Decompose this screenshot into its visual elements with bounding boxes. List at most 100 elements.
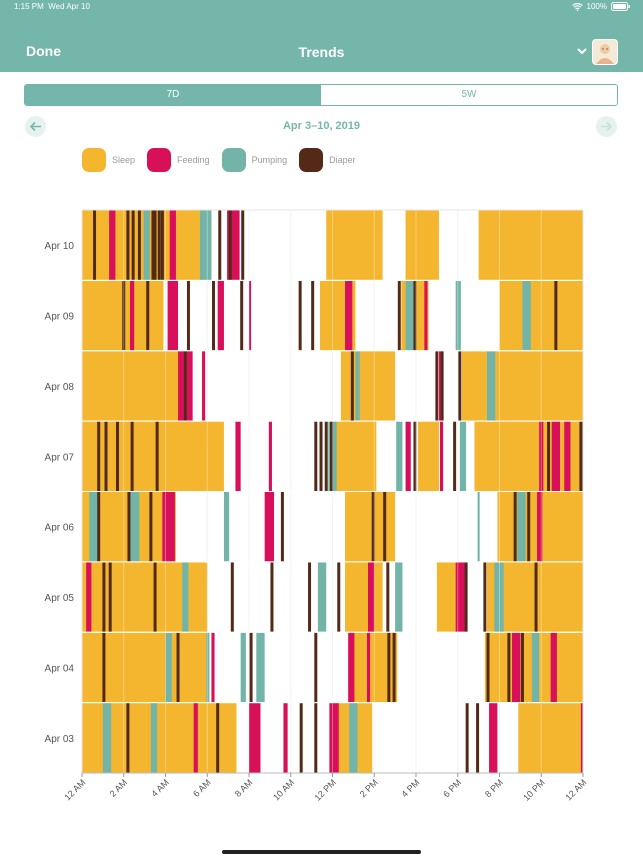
pumping-bar-2-1	[486, 351, 496, 421]
diaper-mark-4-4	[371, 492, 375, 562]
feeding-bar-1-5	[424, 280, 428, 351]
sleep-bar-4-1	[345, 492, 396, 562]
diaper-mark-5-5	[308, 562, 312, 632]
diaper-mark-4-0	[97, 492, 101, 562]
diaper-mark-1-8	[413, 280, 417, 351]
pumping-bar-4-2	[223, 492, 230, 562]
diaper-mark-1-6	[311, 280, 315, 351]
diaper-mark-5-0	[102, 562, 106, 632]
diaper-mark-1-2	[186, 280, 190, 351]
feeding-bar-6-1	[348, 632, 355, 703]
diaper-mark-0-1	[126, 210, 130, 280]
feeding-bar-6-4	[550, 632, 557, 703]
segment-5w[interactable]: 5W	[321, 85, 617, 105]
diaper-mark-0-3	[137, 210, 141, 280]
pumping-bar-0-0	[143, 210, 150, 280]
diaper-mark-1-5	[298, 280, 302, 351]
pumping-bar-1-0	[405, 280, 414, 351]
pumping-bar-6-3	[256, 632, 265, 703]
battery-icon	[611, 2, 630, 11]
row-label-2: Apr 08	[45, 382, 75, 393]
feeding-bar-1-2	[217, 280, 224, 351]
diaper-mark-4-1	[127, 492, 131, 562]
diaper-mark-0-7	[160, 210, 164, 280]
diaper-mark-2-0	[183, 351, 187, 421]
pumping-bar-1-2	[522, 280, 531, 351]
sleep-bar-6-0	[82, 632, 210, 703]
chevron-down-icon[interactable]	[575, 44, 589, 58]
feeding-bar-7-2	[283, 703, 288, 773]
diaper-mark-1-0	[122, 280, 126, 351]
x-tick-label-3: 6 AM	[191, 777, 213, 799]
feeding-bar-6-2	[366, 632, 371, 703]
diaper-mark-3-11	[547, 421, 551, 491]
sleep-bar-0-1	[326, 210, 383, 280]
baby-photo-icon	[596, 44, 614, 64]
feeding-bar-2-1	[202, 351, 206, 421]
sleep-bar-0-3	[478, 210, 583, 280]
segment-7d[interactable]: 7D	[25, 85, 321, 105]
feeding-bar-5-2	[455, 562, 467, 632]
feeding-bar-3-2	[405, 421, 411, 491]
feeding-bar-5-1	[367, 562, 375, 632]
pumping-bar-6-4	[531, 632, 540, 703]
feeding-bar-7-3	[329, 703, 339, 773]
legend-feeding: Feeding	[147, 148, 210, 172]
diaper-mark-3-12	[579, 421, 583, 491]
diaper-mark-3-10	[453, 421, 457, 491]
diaper-mark-7-0	[126, 703, 130, 773]
diaper-mark-1-7	[397, 280, 401, 351]
sleep-bar-5-2	[436, 562, 458, 632]
sleep-bar-7-2	[518, 703, 583, 773]
diaper-mark-1-9	[554, 280, 558, 351]
diaper-mark-6-2	[249, 632, 253, 703]
arrow-right-icon	[601, 121, 613, 132]
diaper-mark-3-8	[329, 421, 333, 491]
x-tick-label-0: 12 AM	[62, 777, 87, 802]
row-label-7: Apr 03	[45, 734, 75, 745]
diaper-mark-2-3	[440, 351, 444, 421]
feeding-bar-7-0	[193, 703, 198, 773]
diaper-mark-4-2	[149, 492, 153, 562]
diaper-mark-6-3	[314, 632, 318, 703]
x-tick-label-11: 10 PM	[521, 777, 546, 802]
feeding-bar-0-0	[109, 210, 116, 280]
diaper-mark-3-7	[324, 421, 328, 491]
diaper-mark-5-10	[534, 562, 538, 632]
x-tick-label-6: 12 PM	[312, 777, 337, 802]
diaper-mark-7-3	[314, 703, 318, 773]
feeding-bar-3-4	[539, 421, 544, 491]
row-label-3: Apr 07	[45, 452, 75, 463]
diaper-mark-3-0	[97, 421, 101, 491]
feeding-bar-5-0	[86, 562, 92, 632]
feeding-bar-7-4	[489, 703, 498, 773]
pumping-bar-4-0	[89, 492, 98, 562]
pumping-bar-5-1	[317, 562, 327, 632]
feeding-bar-3-1	[268, 421, 272, 491]
done-button[interactable]: Done	[26, 43, 61, 59]
previous-week-button[interactable]	[25, 116, 46, 137]
diaper-mark-5-1	[108, 562, 112, 632]
row-label-4: Apr 06	[45, 523, 75, 534]
feeding-bar-7-5	[580, 703, 583, 773]
diaper-mark-6-7	[507, 632, 511, 703]
diaper-mark-3-2	[115, 421, 119, 491]
feeding-bar-1-4	[345, 280, 353, 351]
sleep-bar-3-1	[334, 421, 377, 491]
sleep-bar-2-1	[340, 351, 396, 421]
pumping-bar-7-2	[349, 703, 358, 773]
next-week-button[interactable]	[596, 116, 617, 137]
pumping-bar-6-2	[240, 632, 246, 703]
diaper-mark-6-6	[486, 632, 490, 703]
diaper-mark-3-9	[413, 421, 417, 491]
sleep-swatch	[82, 148, 106, 172]
pumping-bar-0-1	[199, 210, 212, 280]
diaper-mark-2-4	[458, 351, 462, 421]
baby-avatar[interactable]	[592, 39, 618, 65]
pumping-bar-1-1	[455, 280, 461, 351]
diaper-mark-6-0	[102, 632, 106, 703]
x-tick-label-12: 12 AM	[563, 777, 588, 802]
feeding-bar-7-1	[249, 703, 261, 773]
diaper-mark-7-1	[216, 703, 220, 773]
diaper-mark-1-1	[146, 280, 150, 351]
